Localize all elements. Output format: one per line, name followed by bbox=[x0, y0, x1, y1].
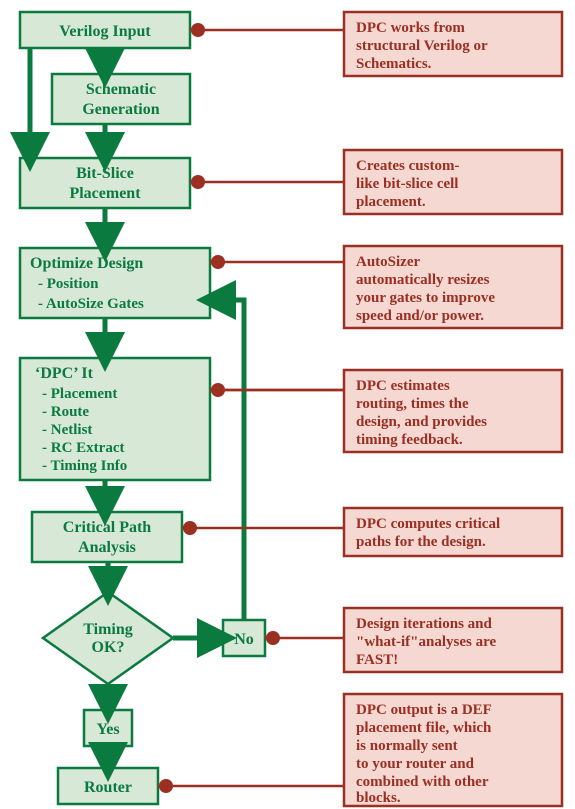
anno-a3-l2: automatically resizes bbox=[356, 272, 490, 288]
anno-optimize: AutoSizer automatically resizes your gat… bbox=[344, 246, 562, 328]
flow-timing-l1: Timing bbox=[83, 621, 133, 638]
flow-yes-label: Yes bbox=[96, 721, 119, 738]
arrow-no-loopback bbox=[216, 300, 244, 620]
dot-a1 bbox=[191, 23, 205, 37]
flow-dpc-b1: - Placement bbox=[42, 386, 117, 402]
flow-yes: Yes bbox=[84, 710, 132, 746]
anno-a4-l2: routing, times the bbox=[356, 396, 469, 412]
flow-optimize-b1: - Position bbox=[38, 276, 99, 292]
anno-bitslice: Creates custom- like bit-slice cell plac… bbox=[344, 150, 562, 214]
dot-a4 bbox=[211, 383, 225, 397]
flow-schematic-generation: Schematic Generation bbox=[52, 74, 190, 124]
flow-optimize-title: Optimize Design bbox=[30, 255, 143, 272]
anno-dpc: DPC estimates routing, times the design,… bbox=[344, 370, 562, 452]
flow-dpc-b2: - Route bbox=[42, 404, 89, 420]
anno-a2-l3: placement. bbox=[356, 194, 426, 210]
anno-a7-l2: placement file, which bbox=[356, 720, 492, 736]
flow-optimize-b2: - AutoSize Gates bbox=[38, 296, 144, 312]
flow-critical-path: Critical Path Analysis bbox=[32, 512, 182, 562]
anno-a7-l1: DPC output is a DEF bbox=[356, 702, 492, 718]
dot-a3 bbox=[211, 255, 225, 269]
flow-no-label: No bbox=[234, 631, 254, 648]
flow-schematic-l1: Schematic bbox=[86, 81, 156, 98]
anno-a5-l2: paths for the design. bbox=[356, 534, 486, 550]
anno-a7-l3: is normally sent bbox=[356, 738, 458, 754]
anno-a7-l6: blocks. bbox=[356, 790, 401, 806]
dot-a5 bbox=[183, 521, 197, 535]
anno-a3-l1: AutoSizer bbox=[356, 254, 420, 270]
flow-timing-ok: Timing OK? bbox=[43, 592, 173, 684]
flow-schematic-l2: Generation bbox=[82, 101, 159, 118]
flow-verilog-label: Verilog Input bbox=[59, 23, 151, 40]
flow-dpc-title: ‘DPC’ It bbox=[35, 365, 94, 382]
anno-a1-l1: DPC works from bbox=[356, 20, 465, 36]
anno-a7-l4: to your router and bbox=[356, 756, 475, 772]
flow-dpc-b4: - RC Extract bbox=[42, 440, 124, 456]
anno-a6-l1: Design iterations and bbox=[356, 616, 493, 632]
anno-a6-l2: "what-if"analyses are bbox=[356, 634, 496, 650]
flow-router: Router bbox=[58, 768, 158, 804]
anno-verilog: DPC works from structural Verilog or Sch… bbox=[344, 12, 562, 76]
flow-dpc-b5: - Timing Info bbox=[42, 458, 127, 474]
flow-no: No bbox=[223, 620, 265, 656]
flow-bitslice-placement: Bit-Slice Placement bbox=[20, 158, 190, 208]
anno-critical: DPC computes critical paths for the desi… bbox=[344, 508, 562, 556]
anno-a4-l1: DPC estimates bbox=[356, 378, 450, 394]
anno-a1-l2: structural Verilog or bbox=[356, 38, 488, 54]
anno-a7-l5: combined with other bbox=[356, 774, 489, 790]
flow-verilog-input: Verilog Input bbox=[20, 12, 190, 48]
dot-a7 bbox=[159, 779, 173, 793]
anno-a5-l1: DPC computes critical bbox=[356, 516, 500, 532]
dot-a2 bbox=[191, 175, 205, 189]
anno-no: Design iterations and "what-if"analyses … bbox=[344, 608, 562, 672]
flow-dpc-it: ‘DPC’ It - Placement - Route - Netlist -… bbox=[20, 358, 210, 480]
flow-critical-l1: Critical Path bbox=[63, 519, 152, 536]
flow-bitslice-l1: Bit-Slice bbox=[76, 165, 134, 182]
anno-a1-l3: Schematics. bbox=[356, 56, 432, 72]
flow-optimize-design: Optimize Design - Position - AutoSize Ga… bbox=[20, 248, 210, 318]
flow-router-label: Router bbox=[84, 779, 132, 796]
flow-critical-l2: Analysis bbox=[78, 539, 136, 556]
anno-a4-l3: design, and provides bbox=[356, 414, 487, 430]
anno-router: DPC output is a DEF placement file, whic… bbox=[344, 694, 562, 806]
anno-a3-l3: your gates to improve bbox=[356, 290, 495, 306]
anno-a4-l4: timing feedback. bbox=[356, 432, 463, 448]
anno-a2-l1: Creates custom- bbox=[356, 158, 459, 174]
anno-a6-l3: FAST! bbox=[356, 652, 398, 668]
dot-a6 bbox=[266, 631, 280, 645]
flow-dpc-b3: - Netlist bbox=[42, 422, 92, 438]
anno-a2-l2: like bit-slice cell bbox=[356, 176, 458, 192]
flow-bitslice-l2: Placement bbox=[69, 185, 141, 202]
flow-timing-l2: OK? bbox=[92, 639, 125, 656]
anno-a3-l4: speed and/or power. bbox=[356, 308, 484, 324]
